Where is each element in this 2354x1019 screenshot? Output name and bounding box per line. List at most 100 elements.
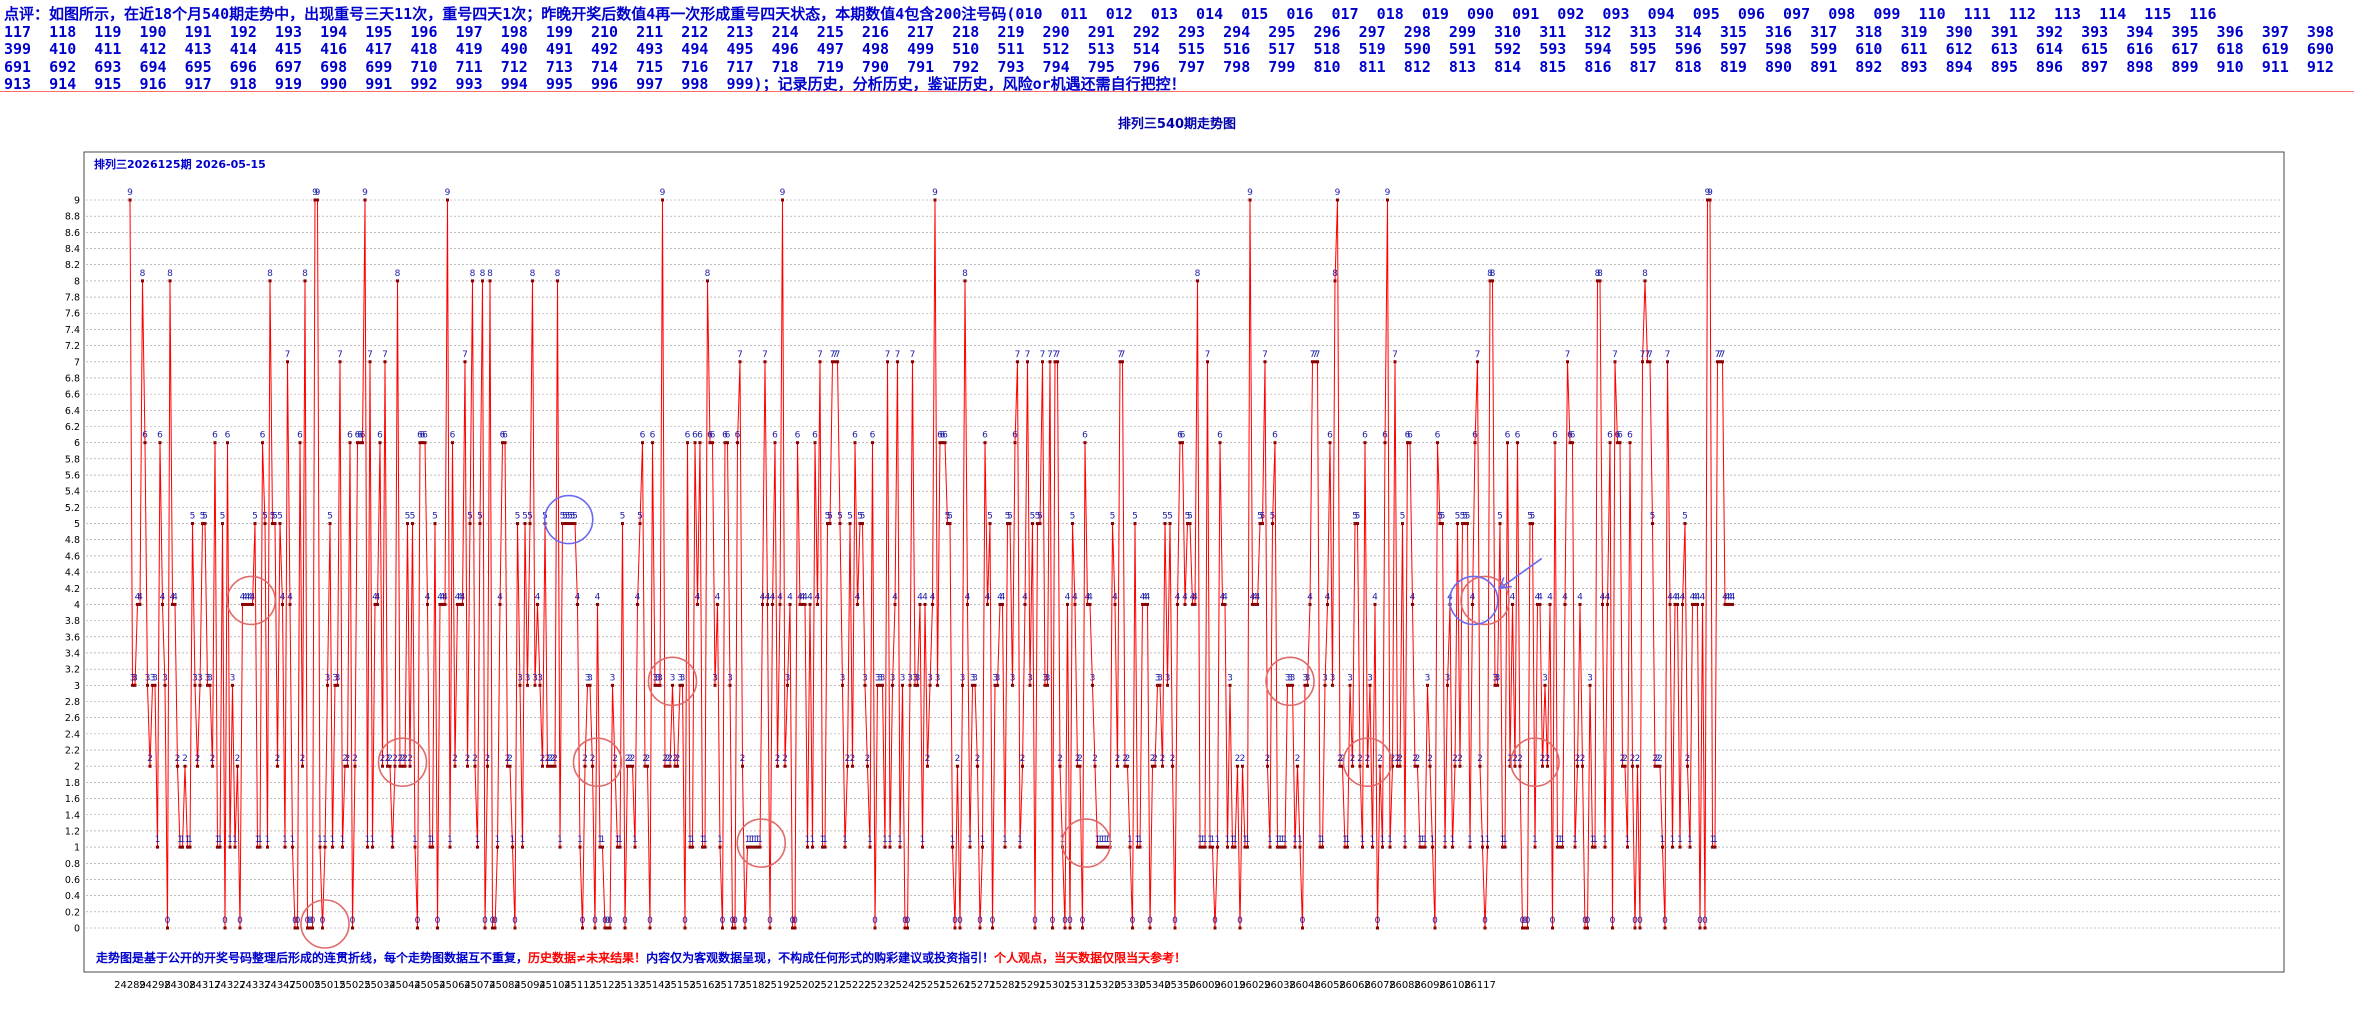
data-label: 6 bbox=[420, 431, 426, 441]
data-point bbox=[458, 602, 462, 606]
data-point bbox=[163, 683, 167, 687]
data-label: 4 bbox=[1690, 592, 1696, 602]
x-tick-label: 25025 bbox=[339, 980, 371, 991]
data-point bbox=[223, 926, 227, 930]
data-label: 6 bbox=[377, 431, 383, 441]
data-point bbox=[286, 360, 289, 364]
data-label: 8 bbox=[487, 269, 493, 279]
data-label: 4 bbox=[1220, 592, 1226, 602]
data-label: 2 bbox=[402, 754, 408, 764]
data-label: 0 bbox=[1032, 916, 1038, 926]
data-label: 6 bbox=[722, 431, 728, 441]
data-point bbox=[991, 926, 994, 930]
data-label: 2 bbox=[627, 754, 633, 764]
data-point bbox=[438, 602, 442, 606]
data-label: 1 bbox=[1560, 835, 1566, 845]
data-point bbox=[921, 845, 924, 849]
data-point bbox=[1678, 845, 1682, 849]
commentary-line-3: 399 410 411 412 413 414 415 416 417 418 … bbox=[4, 41, 2334, 58]
data-point bbox=[841, 683, 844, 687]
data-point bbox=[326, 683, 329, 687]
data-label: 2 bbox=[642, 754, 648, 764]
data-label: 5 bbox=[262, 512, 268, 522]
data-label: 4 bbox=[595, 592, 601, 602]
data-point bbox=[1343, 845, 1347, 849]
data-label: 3 bbox=[1445, 673, 1451, 683]
data-point bbox=[1543, 683, 1547, 687]
data-label: 4 bbox=[930, 592, 936, 602]
data-label: 4 bbox=[457, 592, 463, 602]
data-label: 1 bbox=[475, 835, 481, 845]
data-point bbox=[1123, 764, 1127, 768]
data-point bbox=[1216, 845, 1219, 849]
data-label: 7 bbox=[832, 350, 838, 360]
data-label: 2 bbox=[1150, 754, 1156, 764]
data-label: 3 bbox=[1290, 673, 1296, 683]
data-point bbox=[1088, 602, 1092, 606]
data-label: 2 bbox=[195, 754, 201, 764]
data-label: 3 bbox=[230, 673, 236, 683]
data-point bbox=[1521, 926, 1524, 930]
data-label: 7 bbox=[1612, 350, 1618, 360]
data-point bbox=[1051, 926, 1054, 930]
data-label: 1 bbox=[1277, 835, 1283, 845]
data-point bbox=[1703, 926, 1707, 930]
data-label: 5 bbox=[1037, 512, 1043, 522]
data-point bbox=[1471, 602, 1474, 606]
data-label: 4 bbox=[1577, 592, 1583, 602]
data-label: 4 bbox=[440, 592, 446, 602]
data-point bbox=[521, 845, 524, 849]
data-label: 3 bbox=[1347, 673, 1353, 683]
x-tick-label: 26078 bbox=[1364, 980, 1396, 991]
data-label: 5 bbox=[1110, 512, 1116, 522]
data-label: 5 bbox=[1030, 512, 1036, 522]
data-label: 4 bbox=[137, 592, 143, 602]
data-point bbox=[1496, 683, 1499, 687]
data-label: 1 bbox=[322, 835, 328, 845]
data-point bbox=[371, 845, 374, 849]
data-point bbox=[1261, 522, 1264, 526]
data-label: 0 bbox=[482, 916, 488, 926]
data-point bbox=[668, 764, 672, 768]
data-point bbox=[1631, 764, 1634, 768]
x-tick-label: 25301 bbox=[1039, 980, 1071, 991]
data-point bbox=[731, 926, 734, 930]
data-point bbox=[258, 845, 262, 849]
data-point bbox=[1163, 522, 1167, 526]
data-label: 2 bbox=[175, 754, 181, 764]
data-label: 3 bbox=[1155, 673, 1161, 683]
data-point bbox=[1353, 522, 1357, 526]
data-point bbox=[1466, 522, 1469, 526]
data-point bbox=[723, 441, 727, 445]
data-label: 1 bbox=[510, 835, 516, 845]
data-point bbox=[753, 845, 757, 849]
data-point bbox=[1183, 602, 1187, 606]
data-point bbox=[1251, 602, 1254, 606]
data-label: 1 bbox=[1500, 835, 1506, 845]
data-point bbox=[481, 279, 484, 283]
data-point bbox=[186, 845, 189, 849]
data-point bbox=[1156, 683, 1159, 687]
data-label: 7 bbox=[1315, 350, 1321, 360]
data-label: 0 bbox=[222, 916, 228, 926]
data-point bbox=[1553, 441, 1557, 445]
x-tick-label: 25054 bbox=[414, 980, 446, 991]
data-label: 0 bbox=[1375, 916, 1381, 926]
data-point bbox=[1596, 279, 1599, 283]
data-point bbox=[866, 764, 869, 768]
data-label: 1 bbox=[1095, 835, 1101, 845]
data-point bbox=[1593, 845, 1597, 849]
data-label: 2 bbox=[1635, 754, 1641, 764]
data-label: 2 bbox=[1057, 754, 1063, 764]
data-point bbox=[1691, 602, 1694, 606]
data-label: 7 bbox=[1717, 350, 1723, 360]
data-point bbox=[253, 522, 257, 526]
data-point bbox=[346, 764, 349, 768]
data-label: 3 bbox=[1425, 673, 1431, 683]
data-point bbox=[623, 926, 627, 930]
red-highlight-circle bbox=[736, 818, 787, 868]
data-point bbox=[483, 926, 487, 930]
data-point bbox=[1056, 360, 1059, 364]
data-label: 0 bbox=[307, 916, 313, 926]
data-label: 5 bbox=[527, 512, 533, 522]
